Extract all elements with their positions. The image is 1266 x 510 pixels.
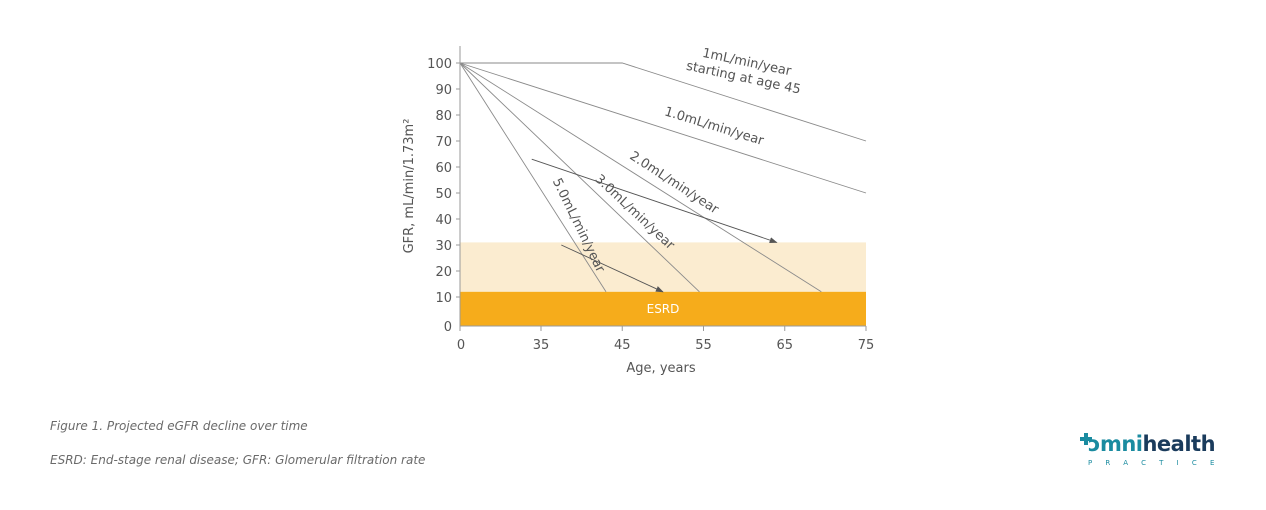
- logo-health: health: [1142, 432, 1216, 456]
- decline-line-1: [460, 62, 867, 142]
- y-tick-label: 50: [435, 187, 452, 202]
- x-tick-label: 35: [533, 338, 550, 353]
- y-tick-label: 20: [435, 265, 452, 280]
- ckd-stage-band: [460, 242, 866, 292]
- logo-wordmark: ɔmnihealth: [1088, 432, 1216, 456]
- figure-caption: Figure 1. Projected eGFR decline over ti…: [50, 419, 308, 433]
- decline-line-5: [459, 62, 607, 293]
- decline-line-4: [459, 62, 700, 293]
- omnihealth-logo: ɔmnihealth PRACTICE: [1080, 432, 1230, 472]
- esrd-label: ESRD: [647, 302, 680, 316]
- gfr-chart: ESRD 0 10 20 30 40 50 60 70 80 90 100 0 35 45 55 65 75 Ag…: [402, 43, 875, 376]
- y-tick-label: 0: [444, 320, 452, 335]
- x-tick-label: 75: [858, 338, 875, 353]
- y-tick-label: 100: [427, 57, 452, 72]
- decline-line-3: [459, 62, 822, 293]
- y-tick-label: 10: [435, 291, 452, 306]
- y-tick-label: 90: [435, 83, 452, 98]
- logo-mni: mni: [1099, 432, 1143, 456]
- y-axis-title: GFR, mL/min/1.73m²: [402, 119, 417, 254]
- esrd-band: [460, 291, 866, 326]
- arrow-2: [561, 244, 664, 293]
- series-label-1: 1mL/min/yearstarting at age 45: [685, 43, 806, 98]
- x-tick-label: 55: [695, 338, 712, 353]
- plus-cross-icon: [1080, 433, 1092, 445]
- x-tick-label: 0: [457, 338, 465, 353]
- series-label-line: 1.0mL/min/year: [663, 104, 766, 149]
- arrow-1: [531, 158, 778, 243]
- y-tick-label: 40: [435, 213, 452, 228]
- decline-line-2: [459, 62, 867, 194]
- x-tick-label: 45: [614, 338, 631, 353]
- abbreviation-note: ESRD: End-stage renal disease; GFR: Glom…: [50, 453, 426, 467]
- y-tick-label: 30: [435, 239, 452, 254]
- y-tick-label: 80: [435, 109, 452, 124]
- y-tick-label: 60: [435, 161, 452, 176]
- logo-practice: PRACTICE: [1088, 459, 1228, 467]
- x-tick-label: 65: [776, 338, 793, 353]
- series-label-2: 1.0mL/min/year: [663, 104, 766, 149]
- x-axis-title: Age, years: [626, 361, 695, 376]
- logo-o: ɔ: [1088, 432, 1100, 456]
- y-tick-label: 70: [435, 135, 452, 150]
